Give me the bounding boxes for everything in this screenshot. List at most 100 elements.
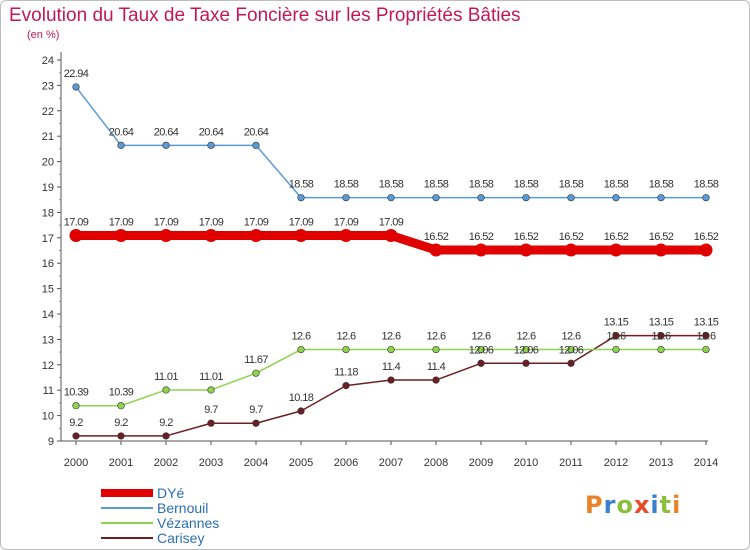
y-tick-label: 24 <box>42 55 54 67</box>
data-point <box>432 194 440 202</box>
data-point <box>702 331 710 340</box>
data-label: 12.06 <box>559 344 584 356</box>
y-tick-label: 23 <box>42 80 54 92</box>
y-tick-label: 10 <box>42 411 54 423</box>
data-point <box>207 386 215 394</box>
data-point <box>252 141 260 149</box>
y-tick-label: 18 <box>42 207 54 219</box>
data-label: 18.58 <box>604 179 629 191</box>
x-tick-label: 2012 <box>604 457 628 469</box>
data-label: 13.15 <box>649 317 674 329</box>
data-point <box>252 419 260 427</box>
legend-swatch <box>101 488 153 497</box>
data-point <box>612 194 620 202</box>
data-point <box>657 194 665 202</box>
data-point <box>432 345 440 354</box>
data-label: 20.64 <box>154 126 179 138</box>
data-label: 9.7 <box>204 404 218 416</box>
data-label: 20.64 <box>109 126 134 138</box>
data-point <box>162 386 170 394</box>
data-label: 11.01 <box>154 371 178 383</box>
logo-letter: i <box>650 491 660 519</box>
x-tick-label: 2008 <box>424 457 448 469</box>
x-tick-label: 2011 <box>559 457 583 469</box>
logo-letter: o <box>616 491 634 519</box>
data-label: 10.39 <box>64 387 89 399</box>
data-point <box>384 229 398 243</box>
y-tick-label: 11 <box>43 385 54 397</box>
legend-item: Carisey <box>101 530 219 546</box>
data-point <box>69 229 83 243</box>
chart-title: Evolution du Taux de Taxe Foncière sur l… <box>9 5 521 26</box>
data-point <box>432 376 440 384</box>
data-label: 17.09 <box>379 217 404 229</box>
data-label: 16.52 <box>424 231 449 243</box>
data-point <box>519 243 533 257</box>
data-label: 12.06 <box>469 344 494 356</box>
data-label: 12.6 <box>426 331 445 343</box>
data-point <box>342 345 350 354</box>
data-point <box>387 345 395 354</box>
data-point <box>429 243 443 257</box>
y-tick-label: 16 <box>42 258 54 270</box>
data-label: 17.09 <box>289 217 314 229</box>
chart-unit-label: (en %) <box>27 29 60 41</box>
data-point <box>477 345 485 354</box>
legend-swatch <box>101 521 153 524</box>
data-point <box>609 243 623 257</box>
data-label: 18.58 <box>289 179 314 191</box>
data-point <box>72 432 80 440</box>
legend-label: Vézannes <box>157 514 220 531</box>
data-point <box>567 359 575 367</box>
data-point <box>522 194 530 202</box>
data-point <box>117 141 125 149</box>
data-point <box>477 194 485 202</box>
data-label: 18.58 <box>559 179 584 191</box>
data-label: 20.64 <box>199 126 224 138</box>
y-tick-label: 21 <box>42 131 54 143</box>
data-point <box>114 229 128 243</box>
data-point <box>522 345 530 354</box>
x-tick-label: 2005 <box>289 457 313 469</box>
y-tick-label: 12 <box>42 360 54 372</box>
data-label: 12.6 <box>561 331 580 343</box>
data-point <box>252 369 260 377</box>
data-point <box>339 229 353 243</box>
data-label: 13.15 <box>604 317 629 329</box>
legend-label: Bernouil <box>157 499 209 516</box>
data-point <box>702 345 710 354</box>
data-point <box>162 432 170 440</box>
data-label: 16.52 <box>514 231 539 243</box>
y-tick-label: 13 <box>42 334 54 346</box>
data-point <box>612 331 620 340</box>
data-label: 17.09 <box>154 217 179 229</box>
data-point <box>699 243 713 257</box>
data-label: 18.58 <box>424 179 449 191</box>
data-label: 9.2 <box>159 417 173 429</box>
data-point <box>387 194 395 202</box>
legend-item: Vézannes <box>101 514 220 531</box>
data-point <box>477 359 485 367</box>
x-tick-label: 2013 <box>649 457 673 469</box>
data-label: 16.52 <box>694 231 719 243</box>
data-label: 11.01 <box>199 371 223 383</box>
x-tick-label: 2003 <box>199 457 223 469</box>
data-label: 16.52 <box>604 231 629 243</box>
data-point <box>162 141 170 149</box>
proxiti-logo: Proxiti <box>585 491 681 519</box>
data-label: 17.09 <box>334 217 359 229</box>
y-tick-label: 15 <box>42 284 54 296</box>
data-label: 18.58 <box>694 179 719 191</box>
data-label: 16.52 <box>649 231 674 243</box>
data-label: 10.39 <box>109 387 134 399</box>
data-label: 18.58 <box>649 179 674 191</box>
data-point <box>159 229 173 243</box>
logo-letter: x <box>633 491 651 519</box>
data-point <box>297 345 305 354</box>
data-label: 17.09 <box>109 217 134 229</box>
data-label: 9.7 <box>249 404 263 416</box>
data-point <box>342 382 350 390</box>
series-2 <box>72 345 710 410</box>
